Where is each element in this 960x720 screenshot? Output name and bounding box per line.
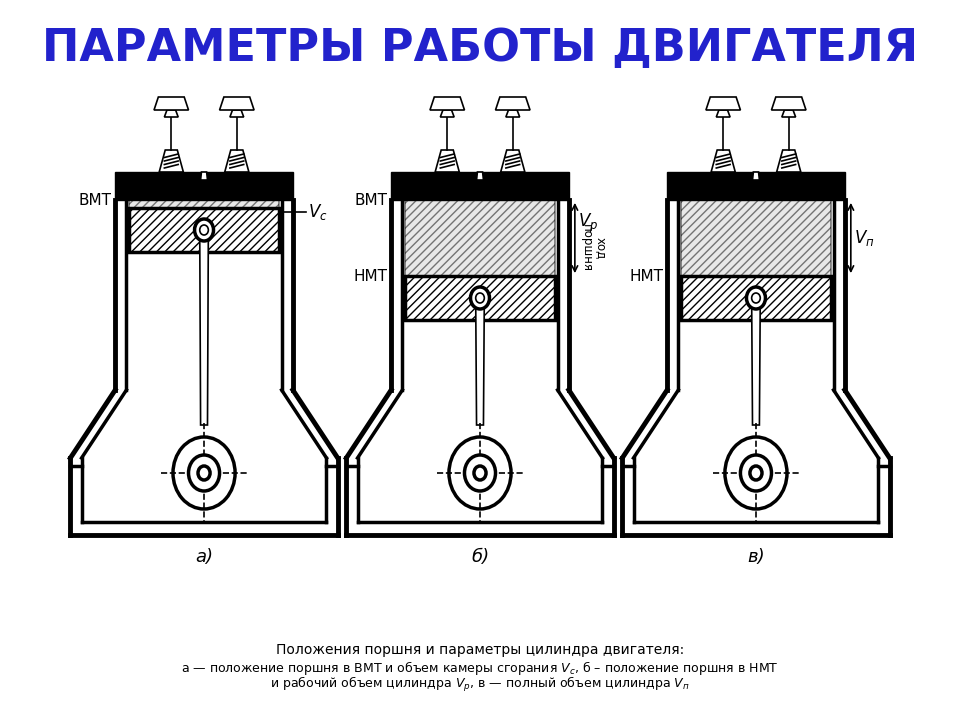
Text: Положения поршня и параметры цилиндра двигателя:: Положения поршня и параметры цилиндра дв… [276, 643, 684, 657]
Polygon shape [506, 110, 519, 117]
Polygon shape [495, 97, 530, 110]
Polygon shape [405, 276, 555, 320]
Polygon shape [430, 97, 465, 110]
Circle shape [747, 287, 765, 309]
Text: ВМТ: ВМТ [355, 192, 388, 207]
Text: ВМТ: ВМТ [79, 192, 111, 207]
Polygon shape [391, 172, 569, 200]
Polygon shape [667, 172, 845, 200]
Text: ход
поршня: ход поршня [580, 224, 608, 272]
Polygon shape [129, 208, 279, 252]
Circle shape [198, 466, 210, 480]
Circle shape [195, 219, 213, 241]
Circle shape [725, 437, 787, 509]
Circle shape [173, 437, 235, 509]
Polygon shape [711, 150, 735, 172]
Polygon shape [476, 172, 484, 180]
Text: $V_п$: $V_п$ [854, 228, 875, 248]
Text: НМТ: НМТ [630, 269, 663, 284]
Circle shape [752, 293, 760, 303]
Text: и рабочий объем цилиндра $V_p$, в — полный объем цилиндра $V_п$: и рабочий объем цилиндра $V_p$, в — полн… [270, 675, 690, 693]
Polygon shape [435, 150, 459, 172]
Circle shape [750, 466, 762, 480]
Text: а — положение поршня в ВМТ и объем камеры сгорания $V_c$, б – положение поршня в: а — положение поршня в ВМТ и объем камер… [181, 659, 779, 677]
Polygon shape [706, 97, 740, 110]
Circle shape [470, 287, 490, 309]
Polygon shape [225, 150, 249, 172]
Polygon shape [681, 200, 831, 276]
Polygon shape [229, 110, 244, 117]
Polygon shape [115, 172, 293, 200]
Polygon shape [752, 298, 760, 425]
Polygon shape [405, 200, 555, 276]
Polygon shape [201, 172, 207, 180]
Text: НМТ: НМТ [353, 269, 388, 284]
Polygon shape [154, 97, 188, 110]
Polygon shape [164, 110, 179, 117]
Circle shape [465, 455, 495, 491]
Polygon shape [220, 97, 254, 110]
Polygon shape [476, 298, 484, 425]
Polygon shape [772, 97, 806, 110]
Polygon shape [129, 200, 279, 208]
Polygon shape [753, 172, 759, 180]
Text: $V_p$: $V_p$ [578, 212, 598, 235]
Polygon shape [781, 110, 796, 117]
Polygon shape [441, 110, 454, 117]
Text: в): в) [747, 548, 765, 566]
Circle shape [474, 466, 486, 480]
Text: а): а) [195, 548, 213, 566]
Polygon shape [681, 276, 831, 320]
Circle shape [200, 225, 208, 235]
Polygon shape [200, 230, 208, 425]
Polygon shape [777, 150, 801, 172]
Polygon shape [716, 110, 731, 117]
Circle shape [740, 455, 772, 491]
Circle shape [188, 455, 220, 491]
Polygon shape [159, 150, 183, 172]
Polygon shape [501, 150, 525, 172]
Text: $V_c$: $V_c$ [307, 202, 327, 222]
Text: б): б) [471, 548, 489, 566]
Text: ПАРАМЕТРЫ РАБОТЫ ДВИГАТЕЛЯ: ПАРАМЕТРЫ РАБОТЫ ДВИГАТЕЛЯ [42, 27, 918, 70]
Circle shape [449, 437, 511, 509]
Circle shape [476, 293, 484, 303]
